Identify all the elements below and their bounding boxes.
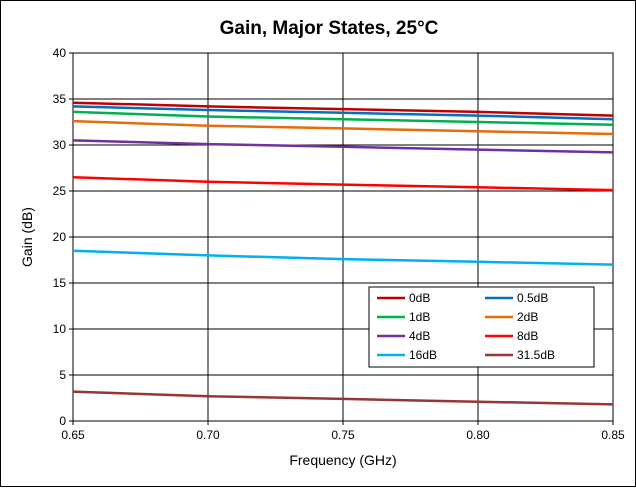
legend-label: 2dB xyxy=(517,310,538,324)
y-tick-label: 40 xyxy=(53,46,67,60)
y-axis-label: Gain (dB) xyxy=(19,207,35,267)
y-tick-label: 35 xyxy=(53,92,67,106)
legend-label: 0.5dB xyxy=(517,291,548,305)
legend-label: 0dB xyxy=(409,291,430,305)
x-tick-label: 0.65 xyxy=(61,428,85,442)
series-line-31-5dB xyxy=(72,390,614,406)
x-axis-label: Frequency (GHz) xyxy=(289,452,396,468)
y-tick-label: 0 xyxy=(59,414,66,428)
y-tick-label: 15 xyxy=(53,276,67,290)
grid-lines xyxy=(73,53,613,421)
series-line-4dB xyxy=(72,139,614,154)
series-line-8dB xyxy=(72,175,614,192)
legend-label: 31.5dB xyxy=(517,348,555,362)
x-tick-label: 0.80 xyxy=(466,428,490,442)
y-tick-label: 20 xyxy=(53,230,67,244)
legend-label: 8dB xyxy=(517,329,538,343)
legend-box xyxy=(368,286,595,368)
legend-label: 4dB xyxy=(409,329,430,343)
series-line-0dB xyxy=(72,101,614,117)
series-lines xyxy=(72,101,614,406)
x-tick-label: 0.70 xyxy=(196,428,220,442)
chart-title: Gain, Major States, 25°C xyxy=(220,18,439,39)
series-line-1dB xyxy=(72,110,614,127)
x-tick-label: 0.85 xyxy=(601,428,625,442)
y-tick-label: 30 xyxy=(53,138,67,152)
tick-labels: 0 5 10 15 20 25 30 35 40 0.65 0.70 0.75 0.80 0.85 xyxy=(53,46,625,442)
series-line-0-5dB xyxy=(72,105,614,121)
series-line-16dB xyxy=(72,249,614,266)
legend-label: 1dB xyxy=(409,310,430,324)
legend-label: 16dB xyxy=(409,348,437,362)
x-tick-label: 0.75 xyxy=(331,428,355,442)
legend: 0dB 0.5dB 1dB 2dB 4dB 8dB 16dB 31.5dB xyxy=(368,286,595,368)
y-tick-label: 25 xyxy=(53,184,67,198)
y-tick-label: 5 xyxy=(59,368,66,382)
series-line-2dB xyxy=(72,119,614,136)
y-tick-label: 10 xyxy=(53,322,67,336)
